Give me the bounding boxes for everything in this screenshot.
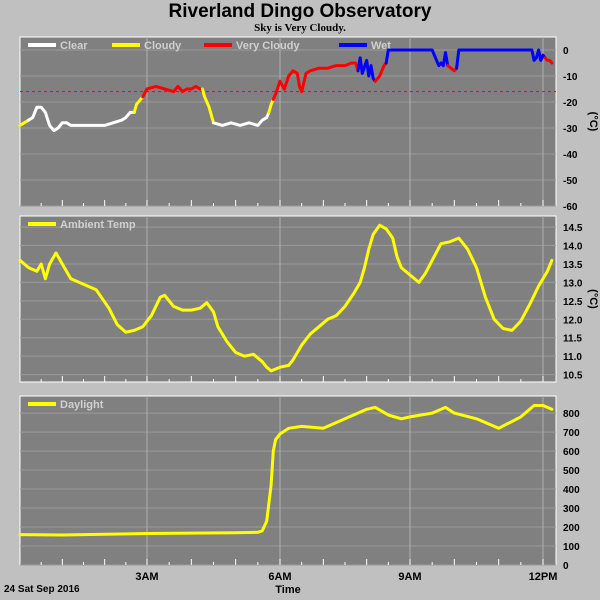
series-line-cloudy — [200, 87, 215, 125]
y-tick-label: 200 — [563, 523, 580, 534]
y-tick-label: 11.5 — [563, 334, 582, 345]
series-line-ambient-temp — [18, 223, 554, 373]
y-tick-label: 0 — [563, 46, 569, 57]
y-tick-label: 0 — [563, 561, 569, 572]
y-tick-label: 400 — [563, 485, 580, 496]
y-tick-label: 12.0 — [563, 315, 583, 326]
legend-label: Ambient Temp — [60, 219, 136, 231]
y-tick-label: 800 — [563, 409, 580, 420]
y-tick-label: 13.0 — [563, 278, 583, 289]
legend-label: Wet — [371, 40, 391, 52]
legend-label: Clear — [60, 40, 88, 52]
plot-area — [19, 36, 557, 207]
y-axis-label: (°C) — [587, 289, 599, 309]
y-axis-label: (°C) — [587, 112, 599, 132]
y-tick-label: 10.5 — [563, 371, 583, 382]
legend-label: Very Cloudy — [236, 40, 300, 52]
legend-label: Cloudy — [144, 40, 182, 52]
x-axis-tick-labels: 3AM 6AM 9AM 12PM — [135, 571, 557, 583]
series-line-cloudy — [267, 97, 275, 114]
y-tick-label: -20 — [563, 98, 578, 109]
y-tick-label: 12.5 — [563, 297, 583, 308]
series-line-cloudy — [132, 95, 145, 114]
daylight-panel: 0 100 200 300 400 500 600 700 800 Daylight — [18, 395, 580, 572]
chart-title: Riverland Dingo Observatory — [168, 1, 432, 22]
footer-date: 24 Sat Sep 2016 — [4, 584, 80, 595]
series-line-very-cloudy — [271, 61, 360, 101]
series-line-clear — [212, 110, 271, 127]
x-tick-label: 12PM — [529, 571, 558, 583]
legend-label: Daylight — [60, 399, 104, 411]
series-line-cloudy — [18, 118, 30, 127]
series-line-very-cloudy — [543, 56, 554, 65]
y-tick-label: 100 — [563, 542, 580, 553]
y-tick-label: 700 — [563, 428, 580, 439]
x-axis-label: Time — [275, 584, 301, 596]
x-tick-label: 6AM — [268, 571, 291, 583]
sky-temperature-panel: 0 -10 -20 -30 -40 -50 -60 (°C) Clear Cloudy Very C… — [18, 36, 599, 213]
series-line-clear — [27, 105, 136, 133]
x-tick-label: 3AM — [135, 571, 158, 583]
y-tick-label: 11.0 — [563, 352, 582, 363]
y-tick-label: 14.5 — [563, 223, 583, 234]
y-tick-label: 500 — [563, 466, 580, 477]
series-line-daylight — [18, 404, 554, 537]
ambient-temperature-panel: 10.5 11.0 11.5 12.0 12.5 13.0 13.5 14.0 14.5 (°C)… — [18, 215, 599, 383]
series-line-very-cloudy — [141, 84, 204, 99]
series-line-very-cloudy — [373, 61, 388, 83]
y-tick-label: -40 — [563, 150, 578, 161]
x-tick-label: 9AM — [398, 571, 421, 583]
y-tick-label: -30 — [563, 124, 578, 135]
series-line-wet — [455, 48, 547, 70]
y-tick-label: -10 — [563, 72, 578, 83]
y-tick-label: -50 — [563, 176, 578, 187]
y-tick-label: 13.5 — [563, 260, 583, 271]
y-tick-label: -60 — [563, 202, 578, 213]
plot-area — [19, 215, 557, 383]
series-line-wet — [356, 56, 377, 83]
y-tick-label: 14.0 — [563, 242, 583, 253]
plot-area — [19, 395, 557, 566]
y-tick-label: 600 — [563, 447, 580, 458]
series-line-wet — [384, 48, 450, 68]
sky-status-subtitle: Sky is Very Cloudy. — [254, 22, 346, 34]
y-tick-label: 300 — [563, 504, 580, 515]
